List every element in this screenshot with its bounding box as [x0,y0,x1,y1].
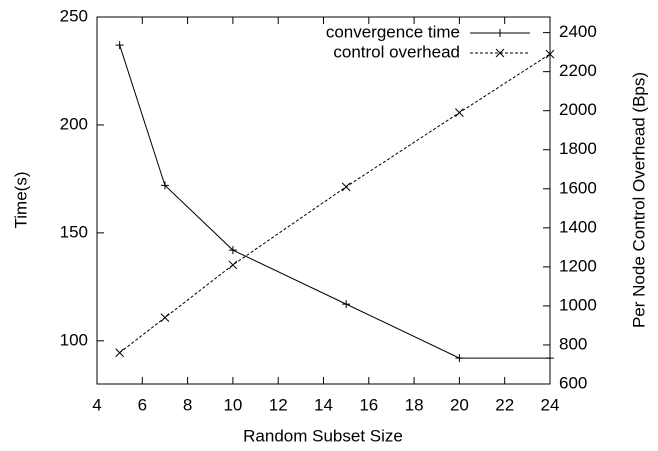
marker [160,181,169,190]
x-tick-label: 24 [541,395,560,414]
y2-tick-label: 2000 [559,100,597,119]
y2-tick-label: 2200 [559,61,597,80]
y-tick-label: 200 [60,114,88,133]
marker [546,354,554,363]
legend-label: convergence time [326,22,460,41]
marker [455,354,464,363]
x-tick-label: 8 [183,395,192,414]
y-tick-label: 150 [60,222,88,241]
x-tick-label: 10 [223,395,242,414]
y2-tick-label: 1400 [559,217,597,236]
y2-tick-label: 1600 [559,178,597,197]
legend-marker [495,48,505,58]
marker [342,300,351,309]
marker [115,348,125,358]
y2-tick-label: 800 [559,334,587,353]
y2-axis-label: Per Node Control Overhead (Bps) [629,72,648,328]
x-tick-label: 4 [92,395,101,414]
legend-marker [496,29,504,37]
y-tick-label: 250 [60,6,88,25]
y2-tick-label: 1000 [559,295,597,314]
y2-tick-label: 2400 [559,22,597,41]
marker [115,41,124,50]
marker [545,49,555,59]
y2-tick-label: 1200 [559,256,597,275]
plot-frame [96,16,551,385]
y2-tick-label: 1800 [559,139,597,158]
legend-label: control overhead [333,42,460,61]
marker [341,182,351,192]
marker [160,313,170,322]
marker [228,246,237,255]
x-tick-label: 22 [495,395,514,414]
y-tick-label: 100 [60,330,88,349]
x-tick-label: 12 [269,395,288,414]
x-tick-label: 6 [138,395,147,414]
x-tick-label: 18 [405,395,424,414]
y2-tick-label: 600 [559,373,587,392]
series-line [119,53,551,354]
series-line [119,44,550,359]
marker [228,260,238,270]
x-tick-label: 14 [314,395,333,414]
marker [455,108,464,118]
y-axis-label: Time(s) [11,172,30,229]
x-axis-label: Random Subset Size [243,426,403,445]
x-tick-label: 20 [450,395,469,414]
x-tick-label: 16 [359,395,378,414]
